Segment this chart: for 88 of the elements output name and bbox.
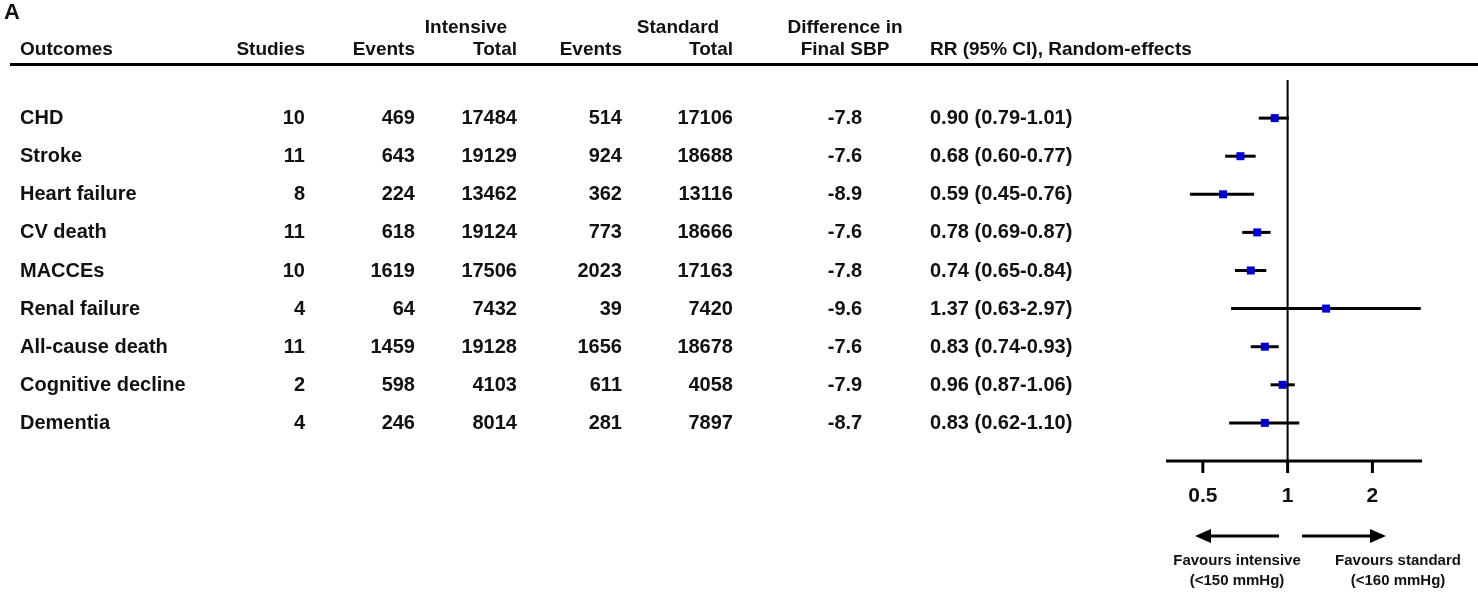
data-label: 10	[281, 106, 305, 130]
text: A	[4, 0, 21, 24]
category-label: CHD	[20, 106, 64, 129]
text: Standard	[635, 15, 721, 38]
data-label: 0.59 (0.45-0.76)	[930, 182, 1074, 206]
data-label: 17163	[677, 258, 733, 281]
data-label: 7420	[688, 296, 733, 319]
data-label: 469	[381, 106, 415, 129]
data-label: 13116	[678, 182, 733, 205]
data-label: -7.6	[826, 220, 864, 244]
text: Difference in Final SBP	[786, 16, 904, 60]
category-label: All-cause death	[20, 334, 168, 357]
data-label: 7432	[472, 296, 517, 319]
data-label: 13462	[461, 182, 517, 205]
data-label: 17106	[677, 106, 733, 129]
x-tick-label: 1	[1281, 482, 1294, 506]
text: RR (95% CI), Random-effects	[930, 37, 1193, 60]
data-label: 0.83 (0.74-0.93)	[930, 334, 1074, 358]
data-label: 514	[588, 106, 622, 129]
category-label: CV death	[20, 220, 107, 243]
category-label: MACCEs	[20, 258, 105, 281]
text: Total	[473, 38, 517, 60]
x-tick-label: 0.5	[1188, 482, 1218, 506]
category-label: Stroke	[20, 144, 83, 167]
data-label: 0.90 (0.79-1.01)	[930, 106, 1074, 130]
data-label: 19124	[461, 220, 517, 243]
category-label: Heart failure	[20, 182, 137, 205]
data-label: -7.9	[826, 372, 864, 396]
data-label: 11	[282, 334, 305, 358]
data-label: -7.6	[826, 144, 864, 168]
data-label: 924	[588, 144, 622, 167]
data-label: 0.68 (0.60-0.77)	[930, 144, 1074, 168]
data-label: -7.8	[826, 106, 864, 130]
data-label: -8.7	[826, 410, 864, 434]
data-label: 2	[293, 372, 305, 395]
data-label: 4103	[472, 372, 517, 395]
data-label: -9.6	[826, 296, 864, 320]
data-label: 246	[381, 410, 415, 433]
data-label: 598	[381, 372, 415, 395]
data-label: 773	[588, 220, 622, 243]
data-label: 224	[381, 182, 415, 205]
text: Intensive	[423, 15, 509, 38]
data-label: 1459	[370, 334, 415, 357]
data-label: 19128	[461, 334, 517, 357]
data-label: 11	[282, 220, 305, 244]
data-label: 0.74 (0.65-0.84)	[930, 258, 1074, 282]
data-label: 618	[381, 220, 415, 243]
data-label: 18678	[677, 334, 733, 357]
data-label: 0.78 (0.69-0.87)	[930, 220, 1074, 244]
category-label: Cognitive decline	[20, 372, 186, 395]
data-label: 4	[292, 410, 305, 434]
data-label: 39	[599, 296, 622, 319]
data-label: 362	[588, 182, 622, 205]
category-label: Dementia	[20, 410, 111, 433]
data-label: 643	[381, 144, 415, 167]
data-label: -7.6	[826, 334, 864, 358]
data-label: 1656	[577, 334, 622, 357]
data-label: 64	[392, 296, 415, 319]
data-label: 19129	[461, 144, 517, 167]
data-label: 10	[281, 258, 305, 282]
text: Total	[689, 38, 733, 60]
data-label: 4	[292, 296, 305, 320]
data-label: -7.8	[826, 258, 864, 282]
data-label: 281	[588, 410, 622, 433]
data-label: 4058	[688, 372, 733, 395]
text: Outcomes	[20, 37, 114, 60]
data-label: 8	[292, 182, 305, 206]
text: Events	[559, 38, 622, 60]
category-label: Renal failure	[20, 296, 141, 319]
data-label: 2023	[577, 258, 622, 281]
text: Studies	[236, 38, 305, 60]
data-label: 0.96 (0.87-1.06)	[930, 372, 1074, 396]
data-label: 8014	[472, 410, 517, 433]
text: Favours intensive (<150 mmHg)	[1172, 550, 1302, 590]
data-label: 18666	[677, 220, 733, 243]
data-label: 0.83 (0.62-1.10)	[930, 410, 1074, 434]
data-label: 17506	[461, 258, 517, 281]
data-label: 11	[282, 144, 305, 168]
data-label: 17484	[461, 106, 517, 129]
data-label: 1.37 (0.63-2.97)	[930, 296, 1074, 320]
data-label: 1619	[370, 258, 415, 281]
text: Events	[352, 38, 415, 60]
text: Favours standard (<160 mmHg)	[1334, 550, 1462, 590]
data-label: 18688	[677, 144, 733, 167]
data-label: 611	[589, 372, 622, 395]
data-label: -8.9	[826, 182, 864, 206]
data-label: 7897	[688, 410, 733, 433]
x-tick-label: 2	[1366, 482, 1379, 506]
